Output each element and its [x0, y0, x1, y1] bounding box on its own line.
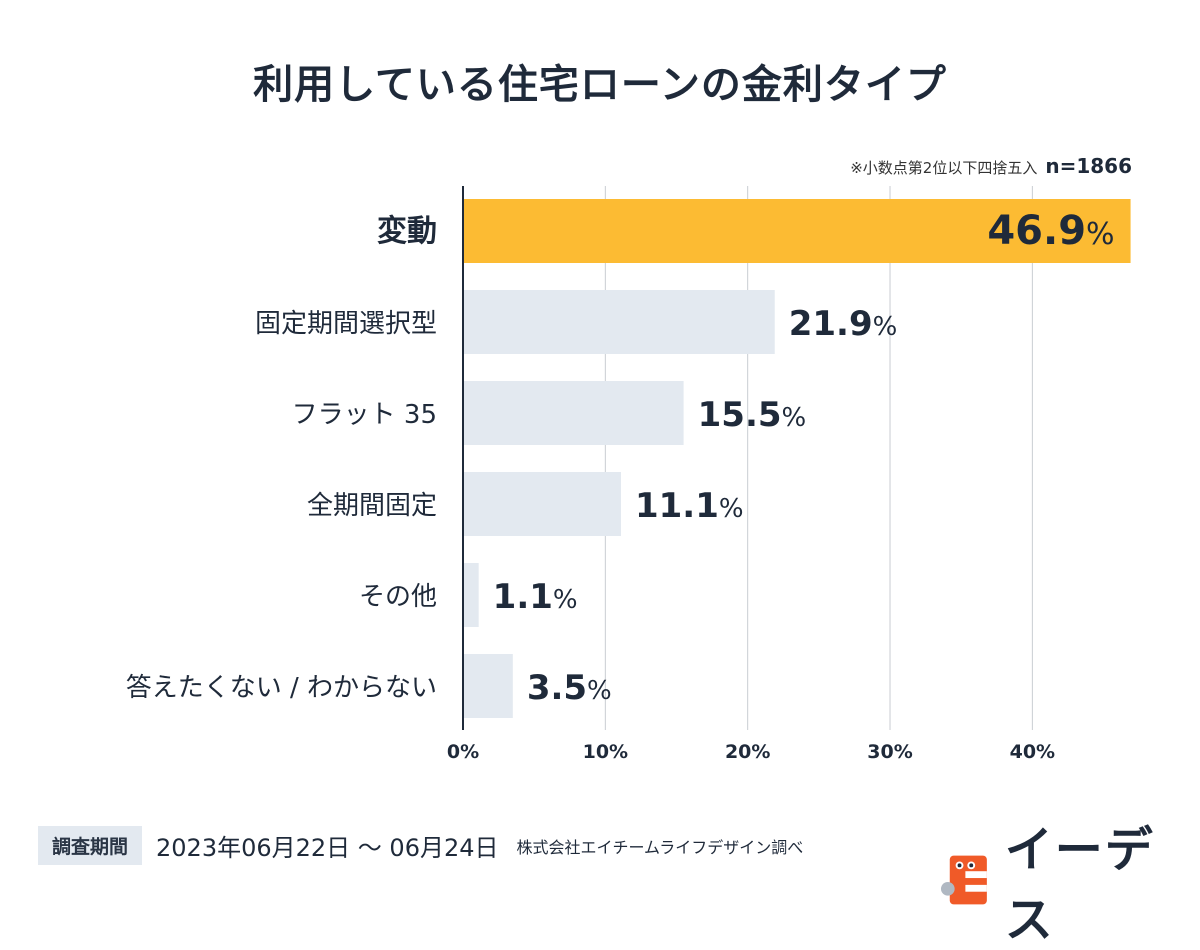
value-label: 21.9% [789, 304, 898, 344]
bar [463, 381, 684, 445]
brand-logo: イーデス [940, 810, 1200, 950]
value-label: 46.9% [987, 208, 1114, 254]
bar [463, 563, 479, 627]
category-label: 固定期間選択型 [255, 309, 437, 339]
value-label: 11.1% [635, 486, 744, 526]
bar [463, 472, 621, 536]
bar [463, 290, 775, 354]
sample-size: n=1866 [1045, 154, 1132, 178]
category-label: フラット 35 [292, 400, 437, 430]
brand-name: イーデス [1004, 822, 1155, 948]
x-tick-label: 0% [447, 741, 479, 763]
survey-period: 2023年06月22日 〜 06月24日 [156, 834, 499, 862]
value-label: 15.5% [698, 395, 807, 435]
chart-title: 利用している住宅ローンの金利タイプ [253, 62, 947, 108]
category-label: 全期間固定 [307, 491, 437, 521]
category-label: 答えたくない / わからない [126, 673, 437, 703]
value-label: 1.1% [493, 577, 578, 617]
x-tick-label: 20% [725, 741, 770, 763]
value-label: 3.5% [527, 668, 612, 708]
rounding-note: ※小数点第2位以下四捨五入 [850, 159, 1038, 177]
bar-chart: 変動 46.9% 固定期間選択型 21.9% フラット 35 15.5% 全期間固定 11.1… [126, 186, 1131, 763]
bar [463, 199, 1131, 263]
footer: 調査期間 2023年06月22日 〜 06月24日 株式会社エイチームライフデザ… [38, 826, 803, 865]
brand-mascot-icon [940, 855, 987, 905]
period-label: 調査期間 [38, 826, 143, 865]
x-tick-label: 10% [583, 741, 628, 763]
chart-note: ※小数点第2位以下四捨五入 n=1866 [850, 154, 1132, 178]
x-tick-label: 30% [867, 741, 912, 763]
bar [463, 654, 513, 718]
survey-credit: 株式会社エイチームライフデザイン調べ [516, 837, 804, 857]
category-label: その他 [359, 582, 437, 612]
x-tick-label: 40% [1010, 741, 1055, 763]
category-label: 変動 [377, 214, 437, 249]
